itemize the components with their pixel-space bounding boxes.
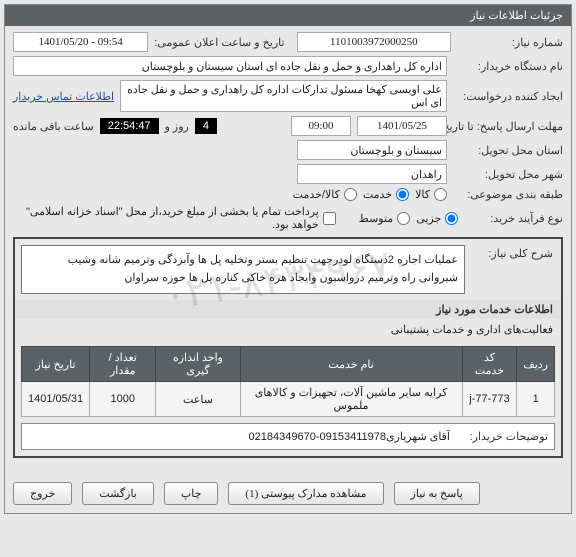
col-header: نام خدمت	[240, 347, 462, 382]
lbl-minor: جزیی	[416, 212, 441, 225]
buyer-note-box: توضیحات خریدار: آقای شهریاری09153411978-…	[21, 423, 555, 450]
need-number: 1101003972000250	[297, 32, 451, 52]
lbl-buyer-note: توضیحات خریدار:	[458, 430, 548, 443]
col-header: کد خدمت	[462, 347, 517, 382]
lbl-remain: ساعت باقی مانده	[13, 120, 94, 133]
general-desc: عملیات اجاره 2دستگاه لودرجهت تنظیم بستر …	[21, 245, 465, 294]
lbl-gendesc: شرح کلی نیاز:	[471, 239, 561, 260]
lbl-service: خدمت	[363, 188, 392, 201]
lbl-paynote: پرداخت تمام یا بخشی از مبلغ خرید،از محل …	[13, 205, 319, 231]
lbl-requester: ایجاد کننده درخواست:	[453, 90, 563, 103]
table-cell: j-77-773	[462, 382, 517, 417]
items-section-title: اطلاعات خدمات مورد نیاز	[15, 300, 561, 319]
services-table: ردیفکد خدمتنام خدمتواحد اندازه گیریتعداد…	[21, 346, 555, 417]
lbl-grouping: طبقه بندی موضوعی:	[453, 188, 563, 201]
radio-both[interactable]	[344, 188, 357, 201]
attachments-button[interactable]: مشاهده مدارک پیوستی (1)	[228, 482, 383, 505]
opt-both: کالا/خدمت	[293, 188, 357, 201]
col-header: واحد اندازه گیری	[156, 347, 240, 382]
table-cell: 1401/05/31	[22, 382, 90, 417]
need-details-panel: جزئیات اطلاعات نیاز شماره نیاز: 11010039…	[4, 4, 572, 514]
lbl-medium: متوسط	[359, 212, 394, 225]
table-cell: 1	[517, 382, 555, 417]
opt-minor: جزیی	[416, 212, 458, 225]
col-header: تعداد / مقدار	[90, 347, 156, 382]
requester: علی اویسی کهخا مسئول تدارکات اداره کل را…	[120, 80, 447, 112]
lbl-buyer-org: نام دستگاه خریدار:	[453, 60, 563, 73]
col-header: ردیف	[517, 347, 555, 382]
public-datetime: 1401/05/20 - 09:54	[13, 32, 148, 52]
table-cell: ساعت	[156, 382, 240, 417]
exit-button[interactable]: خروج	[13, 482, 72, 505]
form-body: شماره نیاز: 1101003972000250 تاریخ و ساع…	[5, 26, 571, 474]
respond-button[interactable]: پاسخ به نیاز	[394, 482, 480, 505]
opt-pay: پرداخت تمام یا بخشی از مبلغ خرید،از محل …	[13, 205, 336, 231]
col-header: تاریخ نیاز	[22, 347, 90, 382]
lbl-day: روز و	[165, 120, 189, 133]
radio-medium[interactable]	[397, 212, 410, 225]
back-button[interactable]: بازگشت	[82, 482, 154, 505]
radio-service[interactable]	[396, 188, 409, 201]
lbl-city: شهر محل تحویل:	[453, 168, 563, 181]
lbl-deadline: مهلت ارسال پاسخ: تا تاریخ:	[453, 120, 563, 133]
lbl-goods: کالا	[415, 188, 430, 201]
inner-panel: شرح کلی نیاز: عملیات اجاره 2دستگاه لودرج…	[13, 237, 563, 458]
radio-minor[interactable]	[445, 212, 458, 225]
city: راهدان	[297, 164, 447, 184]
table-cell: کرایه سایر ماشین آلات، تجهیزات و کالاهای…	[240, 382, 462, 417]
opt-medium: متوسط	[359, 212, 411, 225]
time-left: 22:54:47	[100, 118, 159, 134]
opt-service: خدمت	[363, 188, 409, 201]
table-cell: 1000	[90, 382, 156, 417]
buyer-note: آقای شهریاری09153411978-02184349670	[249, 430, 450, 443]
days-left: 4	[195, 118, 217, 134]
lbl-need-no: شماره نیاز:	[457, 36, 563, 49]
lbl-process: نوع فرآیند خرید:	[464, 212, 563, 225]
deadline-time: 09:00	[291, 116, 351, 136]
province: سیستان و بلوچستان	[297, 140, 447, 160]
buyer-contact-link[interactable]: اطلاعات تماس خریدار	[13, 90, 114, 103]
lbl-both: کالا/خدمت	[293, 188, 340, 201]
activities-line: فعالیت‌های اداری و خدمات پشتیبانی	[15, 319, 561, 340]
buyer-org: اداره کل راهداری و حمل و نقل جاده ای است…	[13, 56, 447, 76]
table-row: 1j-77-773کرایه سایر ماشین آلات، تجهیزات …	[22, 382, 555, 417]
opt-goods: کالا	[415, 188, 447, 201]
lbl-public-dt: تاریخ و ساعت اعلان عمومی:	[154, 36, 284, 49]
lbl-province: استان محل تحویل:	[453, 144, 563, 157]
radio-goods[interactable]	[434, 188, 447, 201]
checkbox-pay[interactable]	[323, 212, 336, 225]
button-bar: خروج بازگشت چاپ مشاهده مدارک پیوستی (1) …	[5, 474, 571, 513]
print-button[interactable]: چاپ	[164, 482, 219, 505]
deadline-date: 1401/05/25	[357, 116, 447, 136]
panel-title: جزئیات اطلاعات نیاز	[5, 5, 571, 26]
